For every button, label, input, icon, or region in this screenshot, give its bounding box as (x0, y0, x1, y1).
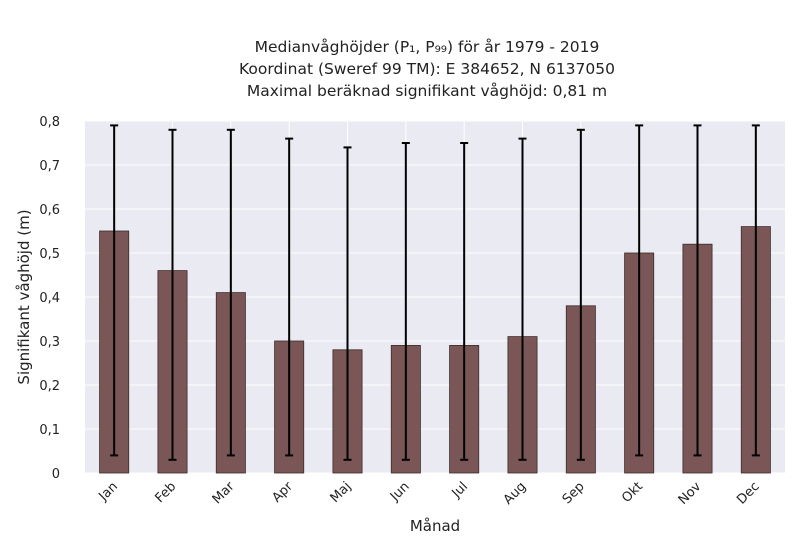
error-bar-dec (751, 124, 760, 457)
y-tick-label: 0,3 (39, 335, 60, 350)
chart-title-line: Medianvåghöjder (P₁, P₉₉) för år 1979 - … (255, 38, 600, 56)
x-tick-label-mar: Mar (210, 479, 238, 507)
y-tick-label: 0,8 (39, 115, 60, 130)
y-tick-label: 0,5 (39, 247, 60, 262)
x-tick-label-jan: Jan (96, 479, 121, 504)
y-tick-label: 0,2 (39, 379, 60, 394)
error-bars (110, 124, 760, 461)
chart-title: Medianvåghöjder (P₁, P₉₉) för år 1979 - … (239, 38, 615, 100)
error-bar-jun (401, 142, 410, 461)
y-tick-label: 0,1 (39, 423, 60, 438)
chart-title-line: Maximal beräknad signifikant våghöjd: 0,… (247, 82, 607, 100)
x-axis-ticks: Jan Feb Mar Apr Maj Jun Jul Aug Sep Okt Nov Dec (96, 479, 763, 508)
error-bar-maj (343, 146, 352, 461)
x-tick-label-dec: Dec (734, 479, 762, 507)
x-axis-label: Månad (410, 517, 460, 535)
y-axis-ticks: 0 0,1 0,2 0,3 0,4 0,5 0,6 0,7 0,8 (39, 115, 60, 482)
x-tick-label-jun: Jun (387, 479, 413, 505)
y-tick-label: 0,7 (39, 159, 60, 174)
chart-title-line: Koordinat (Sweref 99 TM): E 384652, N 61… (239, 60, 615, 78)
y-axis-label: Signifikant våghöjd (m) (15, 209, 33, 384)
error-bar-apr (285, 137, 294, 457)
x-tick-label-sep: Sep (560, 479, 588, 507)
x-tick-label-aug: Aug (501, 479, 530, 508)
x-tick-label-apr: Apr (269, 479, 296, 506)
error-bar-aug (518, 137, 527, 461)
x-tick-label-okt: Okt (619, 479, 646, 506)
y-tick-label: 0,6 (39, 203, 60, 218)
error-bar-mar (226, 128, 235, 457)
error-bar-okt (635, 124, 644, 457)
x-tick-label-jul: Jul (449, 479, 471, 501)
error-bar-jul (460, 142, 469, 461)
error-bar-nov (693, 124, 702, 457)
y-tick-label: 0,4 (39, 291, 60, 306)
y-tick-label: 0 (52, 467, 60, 482)
error-bar-feb (168, 128, 177, 461)
error-bar-jan (110, 124, 119, 457)
x-tick-label-maj: Maj (328, 479, 355, 506)
x-tick-label-feb: Feb (152, 479, 179, 506)
error-bar-sep (576, 128, 585, 461)
x-tick-label-nov: Nov (676, 479, 705, 508)
